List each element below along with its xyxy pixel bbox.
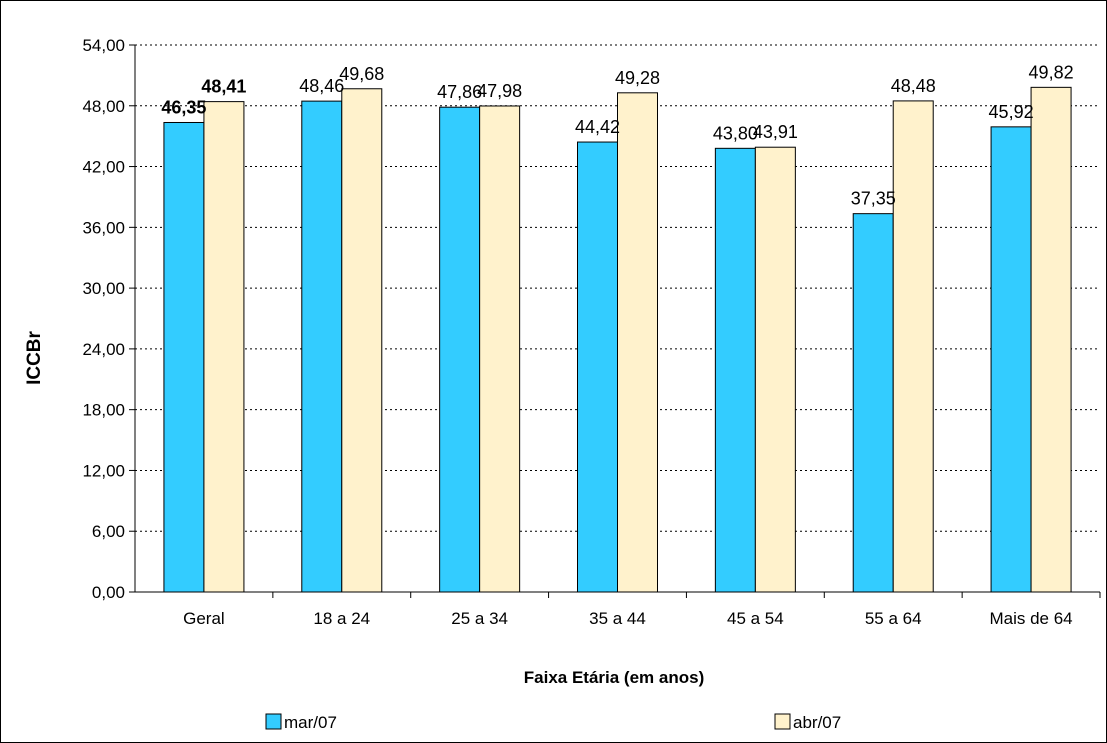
bar-mar-07-5: [714, 147, 756, 593]
y-tick-label: 24,00: [82, 340, 125, 359]
bar-mar-07-6: [852, 213, 894, 593]
x-tick-label: Mais de 64: [989, 609, 1072, 628]
bar-mar-07-2: [301, 100, 343, 593]
data-label: 49,28: [615, 68, 660, 88]
y-tick-label: 54,00: [82, 36, 125, 55]
data-label: 44,42: [575, 117, 620, 137]
x-tick-label: Geral: [183, 609, 225, 628]
data-label: 47,98: [477, 81, 522, 101]
data-label: 46,35: [161, 97, 206, 117]
data-label: 43,80: [713, 123, 758, 143]
data-label: 48,46: [299, 76, 344, 96]
y-tick-label: 6,00: [92, 522, 125, 541]
bar-abr-07-7: [1030, 86, 1072, 593]
bar-abr-07-1: [203, 101, 245, 593]
data-label: 47,86: [437, 82, 482, 102]
x-tick-label: 25 a 34: [451, 609, 508, 628]
y-tick-label: 42,00: [82, 158, 125, 177]
y-tick-label: 48,00: [82, 97, 125, 116]
legend-label: abr/07: [793, 713, 841, 732]
bar-abr-07-3: [479, 105, 521, 593]
data-label: 49,82: [1029, 62, 1074, 82]
data-label: 48,48: [891, 76, 936, 96]
bar-abr-07-6: [892, 100, 934, 593]
legend-swatch: [265, 713, 282, 730]
y-tick-label: 18,00: [82, 401, 125, 420]
x-axis-title: Faixa Etária (em anos): [524, 668, 704, 687]
bar-mar-07-3: [439, 106, 481, 593]
x-tick-label: 45 a 54: [727, 609, 784, 628]
data-label: 45,92: [989, 102, 1034, 122]
legend-swatch: [774, 713, 791, 730]
bar-mar-07-4: [577, 141, 618, 593]
bar-abr-07-2: [341, 88, 383, 593]
data-label: 37,35: [851, 189, 896, 209]
bar-mar-07-7: [990, 126, 1032, 593]
x-tick-label: 35 a 44: [589, 609, 646, 628]
bar-abr-07-5: [754, 146, 796, 593]
axes: 0,00 6,00 12,00 18,00 24,00 30,00 36,00 42,00 48…: [82, 36, 1101, 628]
data-label: 43,91: [753, 122, 798, 142]
gridlines: [135, 44, 1100, 532]
y-tick-label: 12,00: [82, 461, 125, 480]
y-tick-label: 36,00: [82, 218, 125, 237]
y-tick-label: 30,00: [82, 279, 125, 298]
y-tick-label: 0,00: [92, 583, 125, 602]
legend-label: mar/07: [284, 713, 337, 732]
x-tick-label: 55 a 64: [865, 609, 922, 628]
legend: mar/07 abr/07: [265, 713, 841, 732]
y-axis-title: ICCBr: [24, 330, 45, 384]
x-tick-label: 18 a 24: [313, 609, 370, 628]
bars: [163, 86, 1072, 593]
data-label: 49,68: [339, 64, 384, 84]
bar-mar-07-1: [163, 121, 205, 593]
bar-abr-07-4: [617, 92, 658, 593]
data-label: 48,41: [201, 77, 246, 97]
